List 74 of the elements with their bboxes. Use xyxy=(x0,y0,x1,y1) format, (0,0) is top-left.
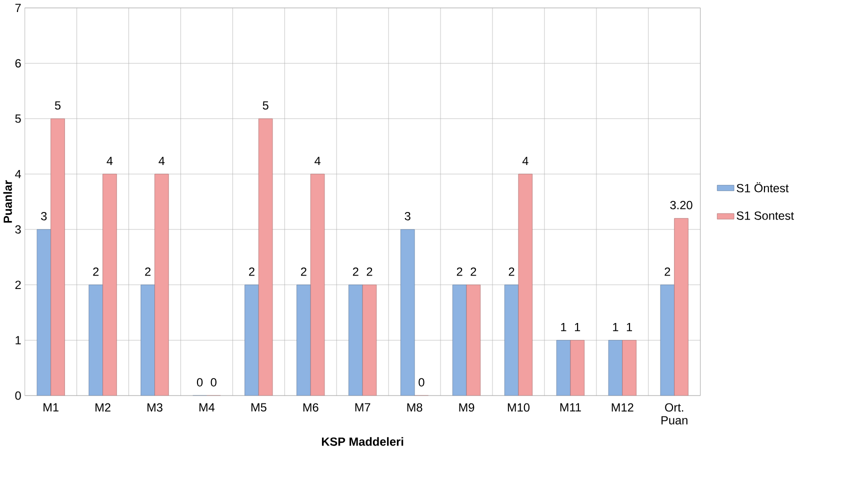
y-tick-label: 7 xyxy=(15,4,21,12)
data-label: 5 xyxy=(262,101,268,110)
data-label: 4 xyxy=(522,156,528,165)
y-tick-label: 3 xyxy=(15,225,21,234)
x-tick-label: M12 xyxy=(612,403,634,412)
data-label: 1 xyxy=(613,322,618,331)
data-label: 0 xyxy=(196,378,203,386)
x-tick-label: M1 xyxy=(44,403,58,412)
data-label: 2 xyxy=(93,267,99,276)
data-label: 2 xyxy=(301,267,306,276)
x-tick-label: M2 xyxy=(96,403,110,412)
x-tick-label: M7 xyxy=(355,403,370,412)
data-label: 2 xyxy=(664,267,670,276)
data-label: 2 xyxy=(456,267,462,276)
x-tick-label: M5 xyxy=(251,403,266,412)
x-tick-label: M8 xyxy=(407,403,422,412)
x-tick-label: M4 xyxy=(199,403,215,412)
y-tick-label: 4 xyxy=(15,170,22,178)
bar xyxy=(674,218,688,396)
bar xyxy=(140,284,155,396)
bar xyxy=(154,174,169,396)
y-tick-label: 6 xyxy=(15,58,21,68)
data-label: 4 xyxy=(106,156,113,165)
data-label: 2 xyxy=(508,267,514,276)
x-tick-label: M11 xyxy=(560,403,581,412)
data-label: 1 xyxy=(561,322,566,331)
bar xyxy=(296,284,311,396)
y-tick-label: 2 xyxy=(15,280,21,289)
bar xyxy=(452,284,467,396)
x-axis-title: KSP Maddeleri xyxy=(322,436,404,446)
data-label: 2 xyxy=(352,267,358,276)
y-tick-label: 5 xyxy=(15,114,21,123)
data-label: 5 xyxy=(54,101,61,110)
data-label: 0 xyxy=(418,378,424,386)
data-label: 2 xyxy=(470,267,476,276)
data-label: 3 xyxy=(41,212,47,220)
bar xyxy=(36,229,52,396)
x-tick-label: M10 xyxy=(508,403,530,412)
bar xyxy=(50,118,65,396)
legend-label: S1 Öntest xyxy=(736,182,789,192)
bar xyxy=(622,340,636,396)
x-tick-label: M6 xyxy=(303,403,318,412)
x-tick-label: M3 xyxy=(148,403,162,412)
bar xyxy=(102,174,117,396)
bar xyxy=(570,340,584,396)
bar xyxy=(556,340,571,396)
data-label: 3 xyxy=(404,212,410,220)
bar xyxy=(608,340,623,396)
y-tick-label: 1 xyxy=(16,336,21,344)
bar xyxy=(310,174,325,396)
data-label: 2 xyxy=(145,267,151,276)
bar xyxy=(504,284,519,396)
x-tick-label: M9 xyxy=(459,403,474,412)
data-label: 2 xyxy=(366,267,372,276)
bar xyxy=(362,284,377,396)
data-label: 4 xyxy=(314,156,320,165)
bar xyxy=(400,229,415,396)
data-label: 2 xyxy=(249,267,254,276)
bar xyxy=(518,174,533,396)
legend-label: S1 Sontest xyxy=(736,211,794,220)
bar xyxy=(348,284,363,396)
y-axis-title: Puanlar xyxy=(3,180,12,222)
bar xyxy=(88,284,103,396)
data-label: 4 xyxy=(158,156,165,165)
data-label: 0 xyxy=(210,378,216,386)
data-label: 1 xyxy=(626,322,632,331)
bar xyxy=(466,284,481,396)
y-tick-label: 0 xyxy=(15,391,21,400)
data-label: 1 xyxy=(574,322,580,331)
x-tick-label: Ort. Puan xyxy=(662,403,688,424)
bar xyxy=(244,284,259,396)
bar xyxy=(258,118,273,396)
data-label: 3.20 xyxy=(670,200,692,210)
bar xyxy=(660,284,675,396)
